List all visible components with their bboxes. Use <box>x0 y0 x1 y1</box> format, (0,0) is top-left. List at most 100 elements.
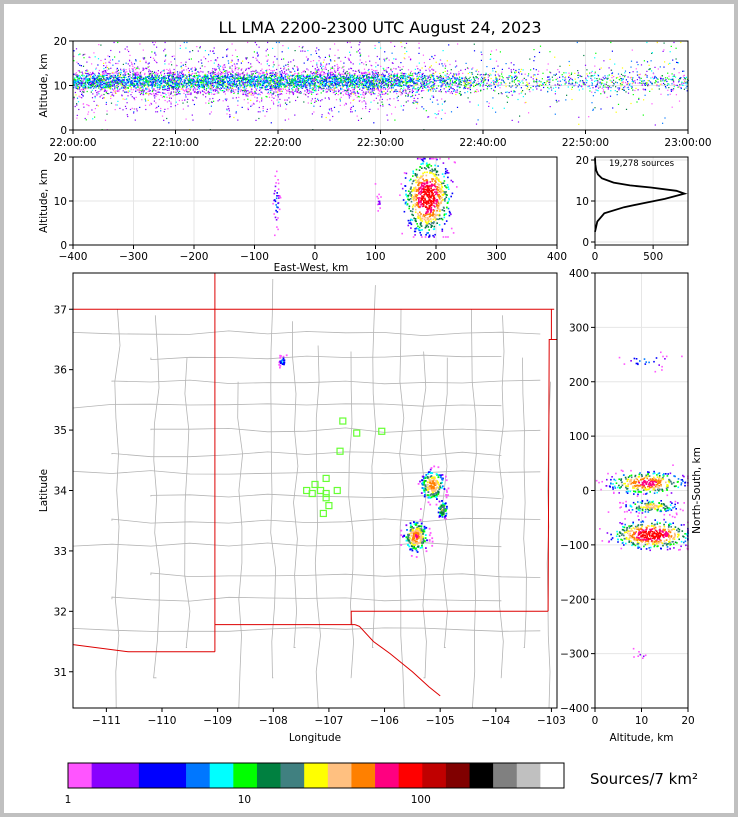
source-point <box>129 75 131 77</box>
source-point <box>253 76 255 78</box>
source-point <box>87 104 89 106</box>
source-point <box>325 89 327 91</box>
source-point <box>129 54 131 56</box>
source-point <box>368 111 370 113</box>
source-point <box>161 81 163 84</box>
source-point <box>237 93 239 95</box>
source-point <box>109 62 111 64</box>
source-point <box>334 70 336 72</box>
source-point <box>255 83 257 85</box>
source-point <box>84 83 86 85</box>
source-point <box>273 92 275 94</box>
source-point <box>209 81 211 83</box>
source-point <box>146 88 148 90</box>
source-point <box>363 79 366 81</box>
source-point <box>303 75 305 77</box>
source-point <box>76 84 78 86</box>
source-point <box>82 65 85 67</box>
source-point <box>224 81 226 83</box>
source-point <box>96 83 98 85</box>
source-point <box>264 82 266 84</box>
source-point <box>135 90 137 92</box>
source-point <box>356 115 358 117</box>
source-point <box>115 80 117 82</box>
source-point <box>279 83 281 86</box>
source-point <box>296 85 298 87</box>
source-point <box>231 89 233 91</box>
source-point <box>116 82 118 84</box>
source-point <box>345 102 347 104</box>
source-point <box>252 73 254 75</box>
source-point <box>365 74 368 76</box>
source-point <box>288 88 290 90</box>
source-point <box>191 82 194 85</box>
source-point <box>235 77 237 79</box>
source-point <box>329 69 332 71</box>
source-point <box>124 77 126 79</box>
source-point <box>200 59 202 61</box>
source-point <box>205 58 207 60</box>
source-point <box>339 93 342 95</box>
source-point <box>336 80 338 82</box>
source-point <box>131 68 133 70</box>
source-point <box>253 103 255 105</box>
source-point <box>191 85 194 87</box>
source-point <box>235 112 237 114</box>
source-point <box>106 90 108 92</box>
source-point <box>109 77 111 79</box>
source-point <box>123 87 125 89</box>
source-point <box>216 85 218 87</box>
source-point <box>105 72 107 74</box>
source-point <box>190 78 192 80</box>
source-point <box>94 76 96 79</box>
source-point <box>297 81 299 83</box>
source-point <box>214 73 216 76</box>
source-point <box>213 100 215 102</box>
source-point <box>307 82 309 84</box>
source-point <box>75 74 77 77</box>
source-point <box>219 89 221 91</box>
source-point <box>242 87 244 89</box>
source-point <box>224 64 226 66</box>
source-point <box>326 63 328 65</box>
source-point <box>197 80 199 82</box>
source-point <box>267 84 270 86</box>
source-point <box>107 76 109 78</box>
source-point <box>320 88 322 90</box>
source-point <box>173 79 175 81</box>
source-point <box>89 80 91 82</box>
source-point <box>258 76 260 78</box>
source-point <box>126 81 128 83</box>
source-point <box>281 77 283 79</box>
source-point <box>204 76 206 78</box>
source-point <box>86 90 88 93</box>
source-point <box>258 76 260 78</box>
source-point <box>311 77 313 80</box>
source-point <box>115 104 117 106</box>
source-point <box>165 82 167 84</box>
source-point <box>204 50 206 52</box>
source-point <box>370 89 372 91</box>
source-point <box>75 83 77 85</box>
source-point <box>323 73 325 75</box>
source-point <box>216 77 218 79</box>
source-point <box>83 78 85 80</box>
source-point <box>291 78 293 81</box>
source-point <box>106 77 108 79</box>
source-point <box>259 87 261 89</box>
source-point <box>246 90 248 92</box>
source-point <box>188 71 190 73</box>
source-point <box>155 79 157 81</box>
source-point <box>273 85 276 87</box>
source-point <box>112 81 114 83</box>
source-point <box>286 81 289 83</box>
source-point <box>316 70 318 72</box>
source-point <box>236 63 238 65</box>
source-point <box>76 104 78 106</box>
source-point <box>318 85 320 87</box>
source-point <box>77 101 80 103</box>
source-point <box>179 71 181 73</box>
source-point <box>262 107 264 110</box>
source-point <box>167 84 169 86</box>
